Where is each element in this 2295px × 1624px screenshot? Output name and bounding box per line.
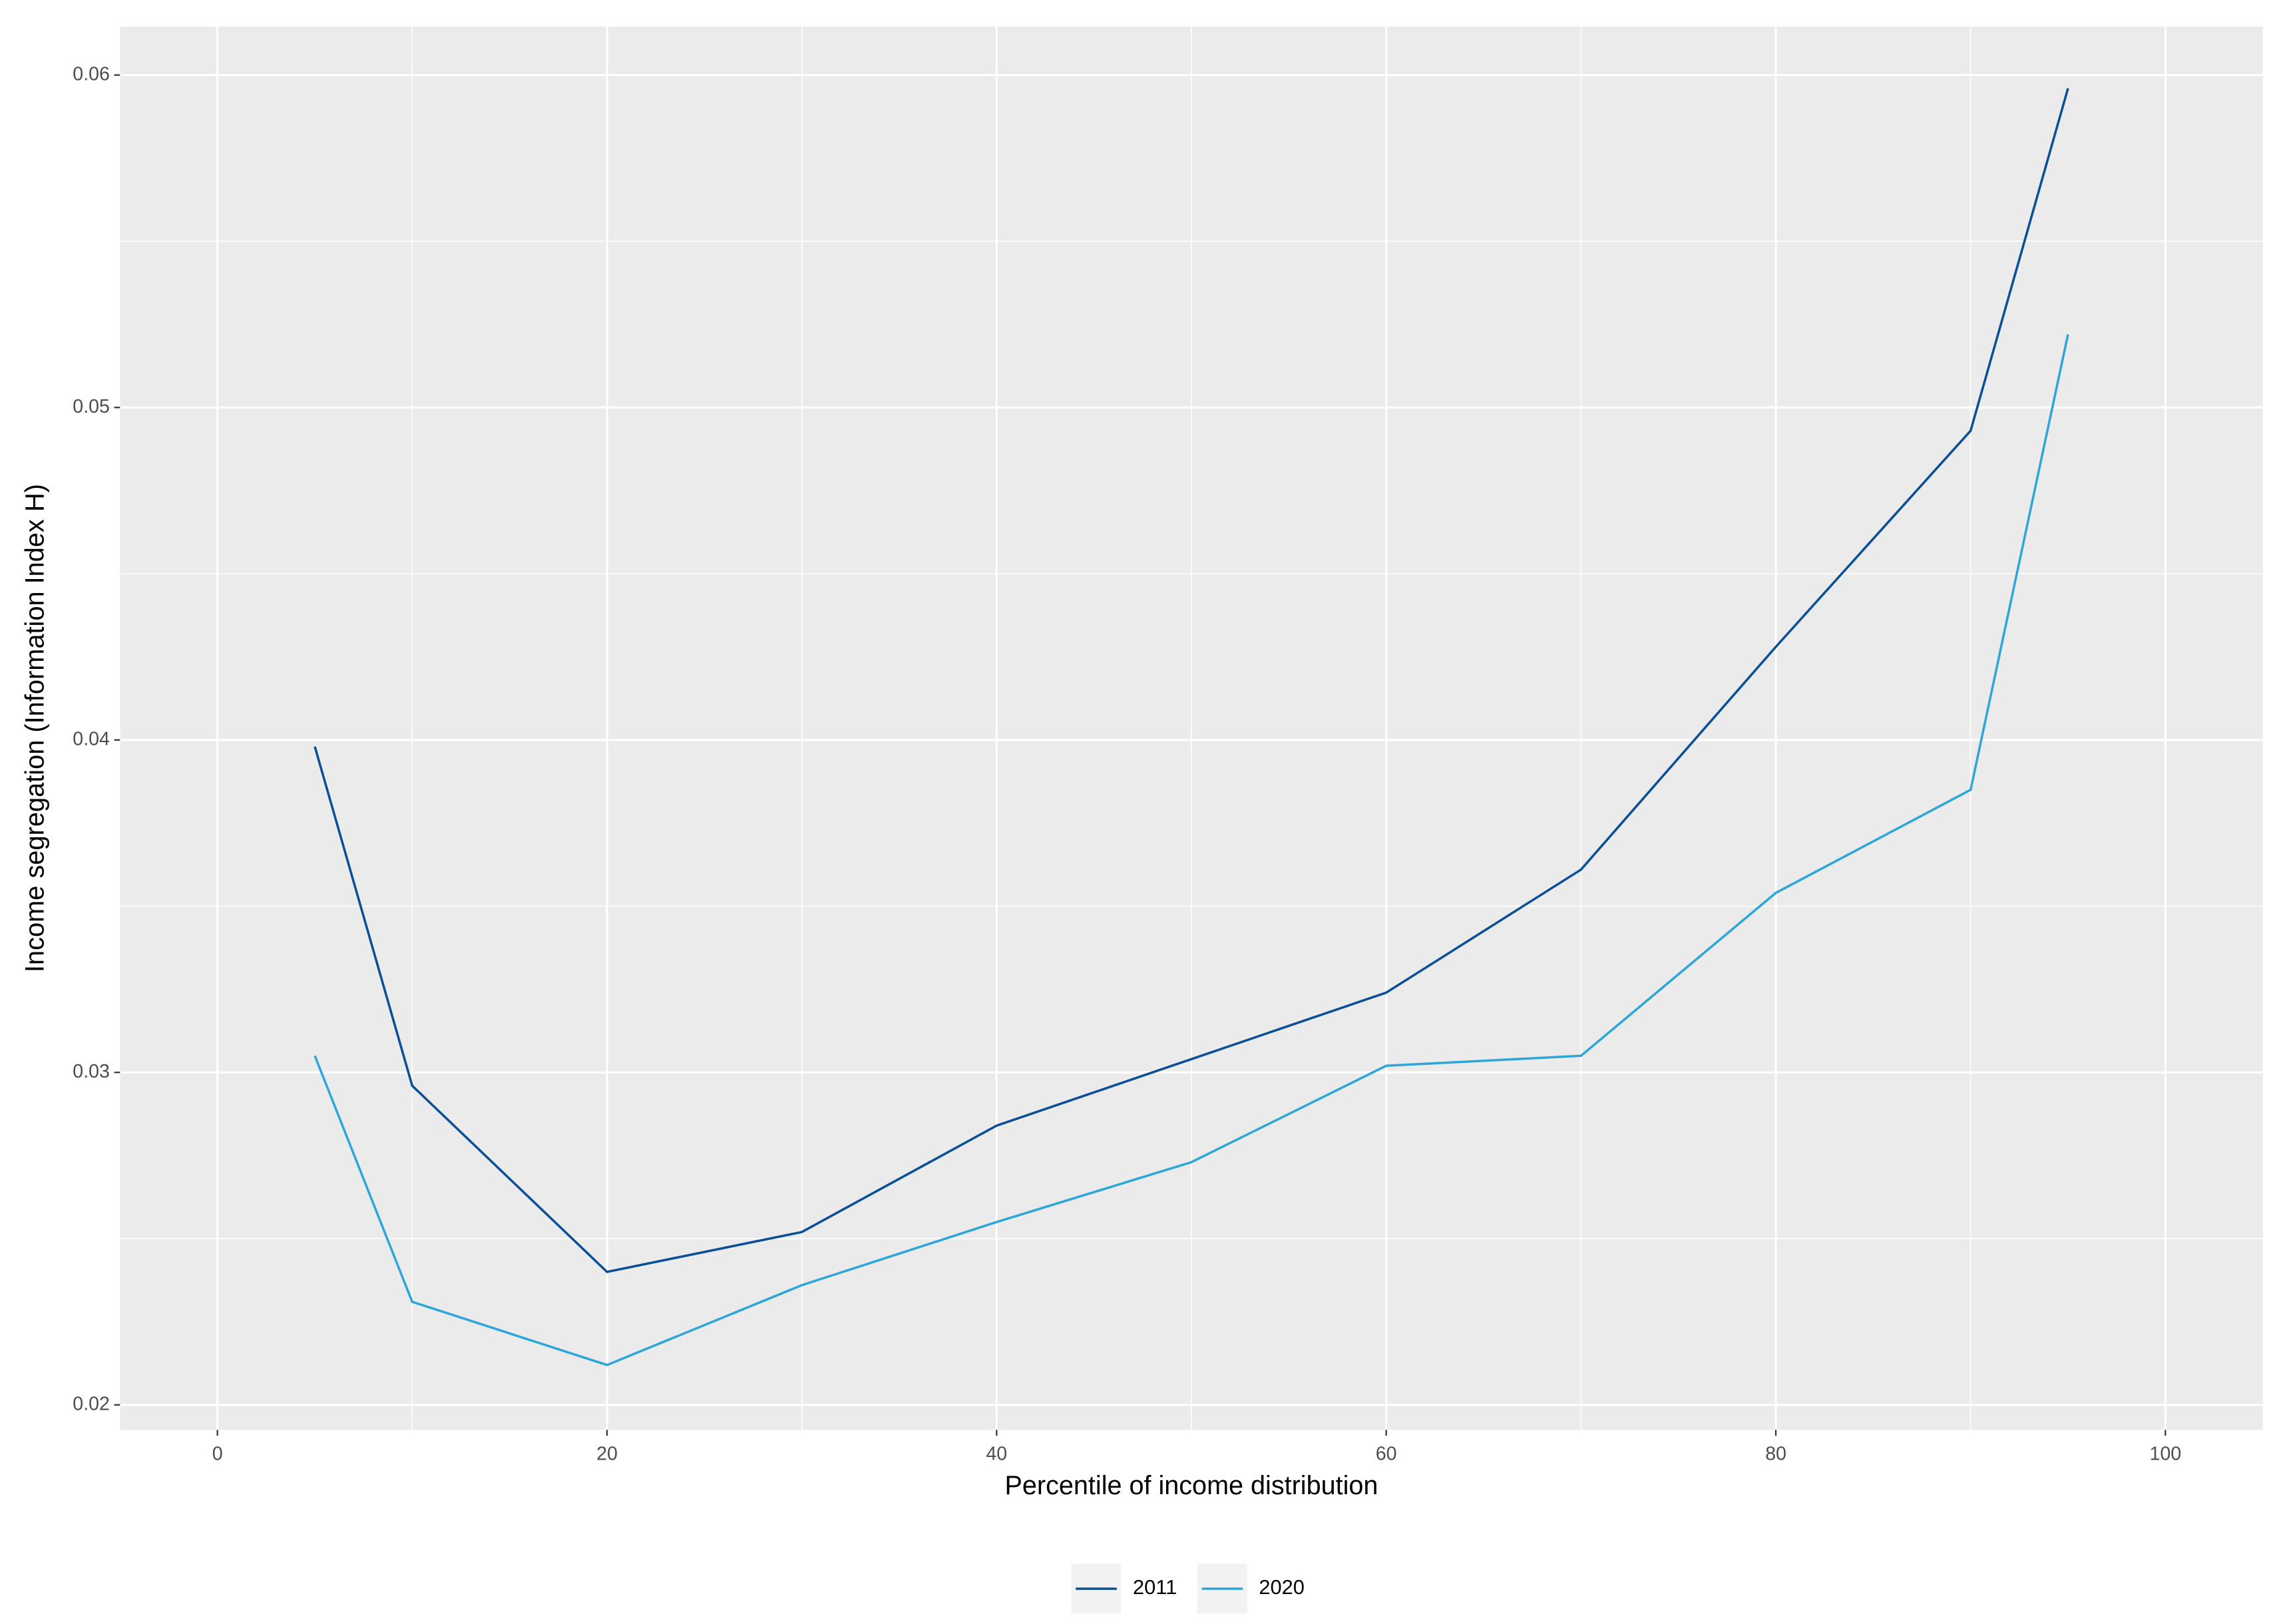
y-tick-label: 0.02 bbox=[73, 1393, 110, 1414]
legend-label: 2011 bbox=[1133, 1575, 1177, 1599]
y-tick-label: 0.05 bbox=[73, 396, 110, 417]
y-axis-title: Income segregation (Information Index H) bbox=[21, 484, 50, 972]
x-tick-label: 0 bbox=[212, 1443, 223, 1464]
x-tick-label: 40 bbox=[986, 1443, 1007, 1464]
y-tick-label: 0.04 bbox=[73, 728, 110, 749]
legend: 2011 2020 bbox=[1071, 1563, 1305, 1614]
y-tick-label: 0.06 bbox=[73, 63, 110, 85]
lines bbox=[313, 88, 2069, 1366]
x-tick-label: 60 bbox=[1376, 1443, 1397, 1464]
x-tick-label: 20 bbox=[596, 1443, 618, 1464]
grid bbox=[120, 26, 2263, 1430]
series-line bbox=[313, 333, 2069, 1366]
axes: 0 20 40 60 80 100 0.02 0.03 0.04 0.05 0.06 bbox=[73, 63, 2181, 1464]
x-tick-label: 100 bbox=[2149, 1443, 2181, 1464]
x-axis-title: Percentile of income distribution bbox=[1005, 1471, 1378, 1500]
y-tick-label: 0.03 bbox=[73, 1061, 110, 1082]
legend-label: 2020 bbox=[1259, 1575, 1304, 1599]
series-line bbox=[313, 88, 2069, 1273]
x-tick-label: 80 bbox=[1765, 1443, 1786, 1464]
